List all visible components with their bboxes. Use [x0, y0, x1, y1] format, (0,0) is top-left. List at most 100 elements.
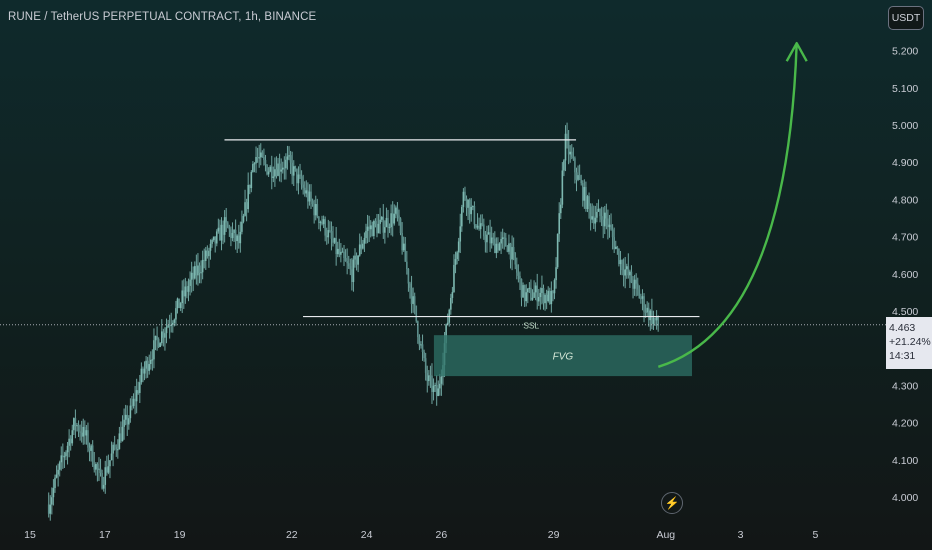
- candle-body: [391, 213, 394, 224]
- candle-body: [289, 155, 292, 163]
- candle-body: [51, 497, 53, 505]
- candle-body: [536, 285, 539, 302]
- candle-body: [358, 244, 361, 256]
- candle-body: [79, 431, 81, 433]
- candle-body: [475, 224, 477, 228]
- candle-body: [187, 285, 190, 292]
- candle-body: [156, 335, 158, 340]
- x-tick-label: 26: [436, 529, 448, 541]
- candle-body: [318, 216, 320, 224]
- lightning-icon[interactable]: ⚡: [661, 492, 683, 514]
- candle-body: [435, 385, 438, 397]
- candle-body: [413, 296, 416, 306]
- candle-body: [349, 266, 352, 270]
- candle-body: [57, 469, 59, 475]
- candle-body: [291, 162, 293, 176]
- candle-body: [526, 288, 529, 293]
- candle-body: [437, 388, 440, 397]
- candle-body: [514, 252, 517, 265]
- candle-body: [596, 211, 598, 218]
- candle-body: [591, 216, 593, 220]
- candle-body: [402, 243, 405, 251]
- candle-body: [252, 164, 254, 172]
- candle-body: [528, 287, 531, 289]
- candle-body: [424, 358, 427, 373]
- candle-body: [300, 176, 303, 185]
- candle-body: [223, 217, 226, 235]
- candle-body: [288, 155, 290, 157]
- y-tick-label: 4.800: [892, 194, 918, 206]
- candle-body: [387, 217, 389, 228]
- candle-body: [222, 224, 224, 235]
- candle-body: [407, 268, 410, 284]
- candle-body: [563, 160, 565, 171]
- candle-body: [607, 218, 609, 228]
- candle-body: [99, 468, 102, 473]
- candle-body: [215, 231, 218, 244]
- candle-body: [113, 444, 116, 448]
- candle-body: [464, 191, 466, 199]
- candle-body: [101, 472, 103, 489]
- candle-body: [281, 167, 284, 170]
- candle-body: [85, 430, 88, 436]
- candle-body: [561, 170, 564, 205]
- x-tick-label: 5: [812, 529, 818, 541]
- candle-body: [115, 447, 118, 450]
- chart-title: RUNE / TetherUS PERPETUAL CONTRACT, 1h, …: [8, 11, 317, 23]
- candle-body: [506, 246, 509, 252]
- x-tick-label: 19: [174, 529, 186, 541]
- candle-body: [217, 227, 220, 232]
- candle-body: [597, 208, 600, 212]
- candle-body: [439, 383, 441, 389]
- x-tick-label: 22: [286, 529, 298, 541]
- candle-body: [286, 156, 289, 160]
- candle-body: [110, 453, 113, 461]
- candle-body: [578, 175, 581, 180]
- candle-body: [588, 196, 590, 207]
- candle-body: [638, 289, 641, 299]
- candle-body: [636, 283, 639, 290]
- candle-body: [139, 382, 141, 393]
- candle-body: [120, 433, 122, 442]
- candle-body: [258, 157, 260, 159]
- candle-body: [182, 290, 185, 297]
- currency-selector[interactable]: USDT: [888, 6, 924, 30]
- candle-body: [126, 414, 129, 425]
- candle-body: [490, 237, 493, 244]
- price-change-value: +21.24%: [889, 336, 931, 348]
- candle-body: [539, 292, 542, 298]
- candle-body: [494, 238, 496, 254]
- chart-annotations: SSL FVG: [0, 41, 886, 377]
- candle-body: [204, 250, 207, 261]
- candle-body: [319, 221, 322, 224]
- candle-body: [534, 285, 537, 293]
- candle-body: [135, 390, 138, 402]
- candle-body: [360, 244, 363, 249]
- candle-body: [431, 375, 433, 392]
- candle-body: [181, 290, 184, 304]
- candle-body: [102, 484, 105, 489]
- candle-body: [558, 213, 561, 234]
- candle-body: [468, 199, 471, 215]
- candle-body: [219, 227, 221, 241]
- candle-body: [164, 333, 166, 338]
- candle-body: [47, 504, 50, 514]
- candle-body: [344, 258, 347, 262]
- candle-body: [500, 239, 502, 244]
- candle-body: [649, 310, 652, 321]
- candle-body: [489, 232, 491, 244]
- ssl-label: SSL: [523, 321, 539, 331]
- candle-body: [426, 372, 429, 382]
- candle-body: [335, 238, 337, 255]
- y-tick-label: 4.600: [892, 269, 918, 281]
- candle-body: [399, 218, 402, 233]
- candle-body: [366, 226, 369, 231]
- candle-body: [54, 477, 56, 489]
- candle-body: [214, 236, 217, 244]
- candle-body: [332, 238, 334, 243]
- candle-body: [242, 215, 245, 222]
- candle-body: [261, 152, 264, 158]
- candle-body: [325, 235, 328, 238]
- candle-body: [644, 311, 647, 313]
